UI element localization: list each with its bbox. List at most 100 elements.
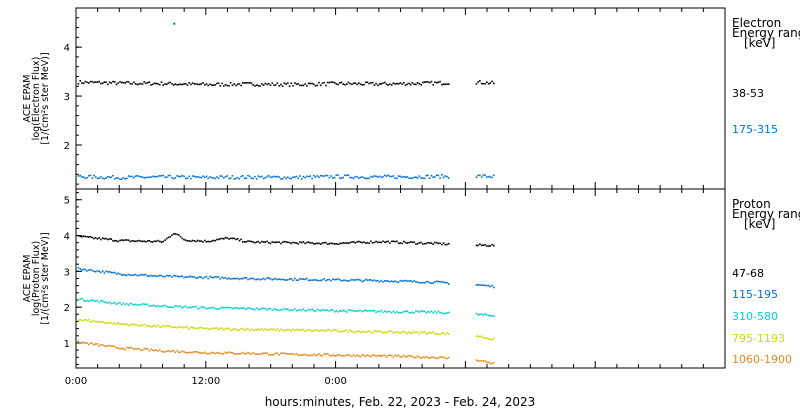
data-point [115, 177, 118, 179]
data-point [268, 308, 270, 310]
data-point [254, 241, 256, 244]
data-point [339, 354, 341, 357]
data-point [340, 355, 343, 357]
data-point [207, 277, 209, 280]
data-point [197, 175, 199, 178]
data-point [313, 243, 315, 245]
data-point [105, 270, 107, 273]
data-point [326, 309, 329, 311]
data-point [245, 352, 248, 355]
data-point [197, 307, 199, 310]
data-point [294, 308, 296, 310]
data-point [408, 331, 410, 334]
y-tick-label: 3 [64, 267, 70, 278]
data-point [200, 176, 203, 179]
data-point [432, 84, 434, 86]
data-point [292, 353, 294, 355]
data-point [179, 83, 182, 86]
data-point [160, 326, 163, 328]
data-point [81, 297, 83, 300]
data-point [307, 308, 310, 311]
data-point [255, 353, 258, 355]
data-point [382, 240, 384, 243]
data-point [487, 338, 490, 340]
data-point [281, 241, 284, 243]
data-point [399, 175, 402, 178]
data-point [229, 351, 232, 354]
data-point [88, 269, 90, 271]
data-point [319, 329, 322, 332]
data-point [101, 237, 104, 239]
data-point [300, 84, 303, 87]
data-point [103, 237, 106, 240]
data-point [126, 177, 128, 180]
data-point [84, 80, 87, 83]
data-point [427, 310, 429, 313]
data-point [148, 240, 151, 242]
data-point [191, 175, 194, 177]
data-point [326, 243, 329, 245]
data-point [100, 300, 102, 302]
data-point [390, 330, 393, 332]
outlier-point [173, 22, 176, 25]
data-point [212, 351, 215, 354]
plot-frame [75, 188, 726, 369]
data-point [134, 347, 137, 350]
data-point [209, 176, 211, 178]
data-point [224, 351, 227, 354]
data-point [316, 84, 319, 87]
data-point [340, 177, 343, 179]
data-point [141, 240, 144, 243]
data-point [339, 82, 341, 84]
data-point [332, 354, 334, 356]
legend-title-line: Energy ranges [732, 207, 800, 221]
data-point [96, 299, 99, 302]
data-point [385, 175, 388, 177]
data-point [394, 354, 396, 357]
data-point [273, 328, 275, 330]
data-point [413, 241, 415, 243]
data-point [390, 175, 393, 178]
series-115-195 [77, 266, 495, 289]
data-point [442, 332, 445, 334]
data-point [274, 277, 277, 280]
data-point [323, 278, 325, 280]
data-point [259, 328, 261, 331]
data-point [318, 242, 320, 245]
data-point [88, 175, 90, 177]
data-point [174, 351, 177, 354]
data-point [382, 311, 384, 314]
data-point [427, 332, 429, 334]
data-point [371, 310, 374, 312]
data-point [441, 332, 443, 335]
data-point [217, 177, 220, 180]
data-point [240, 327, 242, 330]
data-point [216, 82, 218, 85]
data-point [152, 304, 154, 307]
data-point [249, 81, 251, 84]
data-point [266, 329, 268, 331]
data-point [399, 332, 402, 334]
data-point [442, 83, 445, 85]
data-point [325, 330, 327, 332]
data-point [138, 274, 140, 277]
data-point [432, 312, 434, 314]
x-axis-label: hours:minutes, Feb. 22, 2023 - Feb. 24, … [265, 395, 536, 409]
data-point [115, 323, 118, 326]
data-point [352, 241, 355, 243]
data-point [183, 238, 185, 241]
data-point [202, 82, 204, 84]
data-point [167, 275, 170, 277]
data-point [361, 241, 364, 244]
data-point [89, 174, 92, 177]
legend-entry: 175-315 [732, 123, 778, 136]
data-point [297, 243, 299, 245]
data-point [195, 327, 197, 330]
data-point [437, 174, 440, 177]
data-point [100, 344, 102, 346]
data-point [385, 280, 388, 282]
data-point [229, 307, 232, 309]
data-point [377, 310, 379, 313]
data-point [172, 84, 175, 86]
